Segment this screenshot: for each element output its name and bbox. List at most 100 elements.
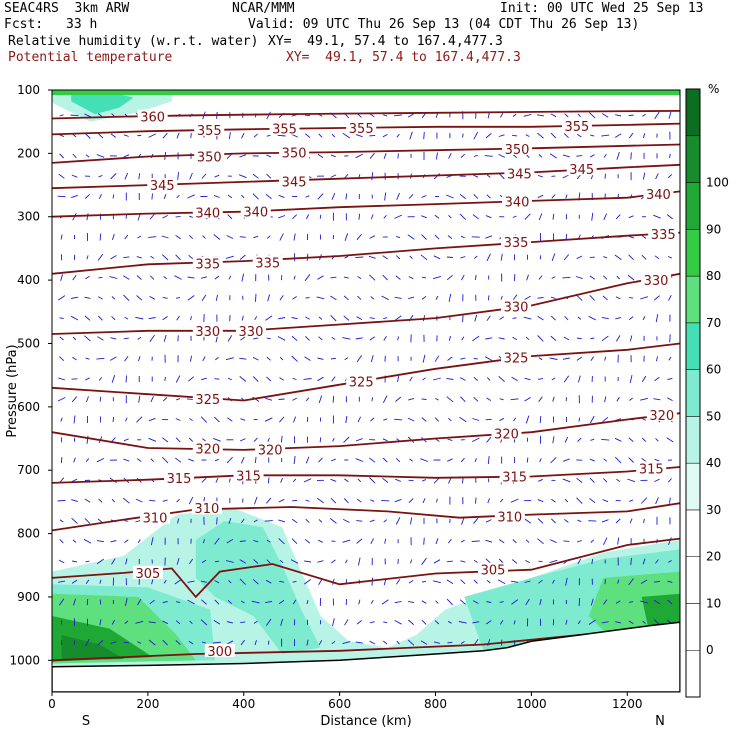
wind-vector: [188, 437, 194, 442]
wind-vector: [345, 193, 348, 200]
wind-vector: [408, 580, 414, 584]
wind-vector: [435, 112, 439, 118]
wind-vector: [59, 114, 64, 117]
wind-vector: [589, 154, 595, 158]
wind-vector: [163, 334, 167, 342]
theta-contour-label: 310: [194, 502, 219, 517]
wind-vector: [460, 256, 466, 259]
wind-vector: [435, 397, 439, 401]
wind-vector: [331, 133, 336, 138]
wind-vector: [59, 519, 64, 523]
theta-contour-label: 355: [565, 120, 590, 135]
wind-vector: [265, 193, 272, 199]
wind-vector: [382, 274, 388, 281]
wind-vector: [523, 316, 532, 320]
wind-vector: [565, 619, 568, 625]
wind-vector: [396, 579, 401, 585]
theta-label-bg: [137, 109, 168, 123]
theta-contour-label: 320: [258, 443, 283, 458]
wind-vector: [99, 396, 102, 402]
wind-vector: [343, 498, 349, 504]
wind-vector: [615, 296, 621, 300]
wind-vector: [409, 255, 413, 260]
wind-vector: [187, 194, 195, 199]
wind-vector: [394, 296, 402, 299]
wind-vector: [188, 640, 194, 645]
wind-vector: [421, 417, 427, 422]
wind-vector: [485, 539, 493, 543]
wind-vector: [460, 641, 465, 644]
wind-vector: [474, 458, 477, 463]
wind-vector: [344, 233, 349, 241]
wind-vector: [614, 437, 622, 442]
wind-vector: [123, 256, 130, 259]
wind-vector: [227, 377, 232, 381]
wind-vector: [96, 154, 105, 158]
wind-vector: [304, 114, 311, 117]
wind-vector: [486, 377, 491, 381]
wind-vector: [318, 114, 323, 117]
wind-vector: [590, 415, 595, 424]
wind-vector: [330, 174, 337, 178]
wind-vector: [576, 477, 583, 483]
wind-vector: [433, 255, 441, 260]
wind-vector: [136, 458, 142, 462]
wind-vector: [86, 435, 89, 444]
wind-vector: [473, 357, 478, 360]
wind-vector: [407, 639, 415, 646]
y-tick-label: 300: [17, 210, 40, 224]
wind-vector: [382, 477, 389, 483]
wind-vector: [603, 275, 608, 280]
wind-vector: [394, 114, 403, 117]
wind-vector: [149, 334, 155, 342]
wind-vector: [292, 377, 297, 380]
wind-vector: [578, 597, 581, 607]
wind-vector: [448, 214, 452, 219]
x-tick-label: 800: [424, 697, 447, 711]
wind-vector: [510, 398, 519, 401]
wind-vector: [537, 174, 544, 178]
wind-vector: [85, 396, 89, 403]
wind-vector: [588, 112, 596, 119]
wind-vector: [460, 539, 465, 543]
wind-vector: [396, 640, 400, 645]
wind-vector: [239, 376, 247, 382]
init-time: Init: 00 UTC Wed 25 Sep 13: [500, 1, 704, 16]
wind-vector: [331, 193, 336, 200]
wind-vector: [641, 458, 647, 463]
theta-contour: [52, 412, 680, 451]
wind-vector: [564, 315, 569, 321]
wind-vector: [149, 296, 156, 300]
wind-vector: [550, 132, 557, 139]
rh-region: [195, 520, 321, 654]
wind-vector: [73, 598, 76, 606]
wind-vector: [382, 457, 388, 463]
wind-vector: [254, 457, 257, 464]
wind-vector: [669, 334, 671, 343]
wind-vector: [485, 519, 492, 523]
wind-vector: [395, 478, 402, 482]
wind-vector: [485, 337, 493, 340]
wind-vector: [655, 314, 659, 323]
wind-vector: [614, 456, 622, 464]
wind-vector: [162, 601, 168, 604]
wind-vector: [123, 134, 129, 137]
wind-vector: [628, 316, 634, 321]
wind-vector: [459, 416, 467, 423]
wind-vector: [458, 621, 467, 624]
wind-vector: [421, 398, 427, 400]
wind-vector: [513, 274, 516, 282]
wind-vector: [485, 620, 492, 625]
wind-vector: [408, 498, 414, 504]
wind-vector: [72, 356, 77, 361]
wind-vector: [421, 619, 427, 625]
wind-vector: [654, 255, 660, 260]
wind-vector: [435, 600, 439, 604]
wind-vector: [189, 620, 193, 625]
wind-vector: [434, 214, 440, 219]
wind-vector: [342, 539, 351, 543]
wind-vector: [85, 377, 90, 381]
wind-vector: [57, 499, 66, 502]
wind-vector: [358, 213, 361, 220]
